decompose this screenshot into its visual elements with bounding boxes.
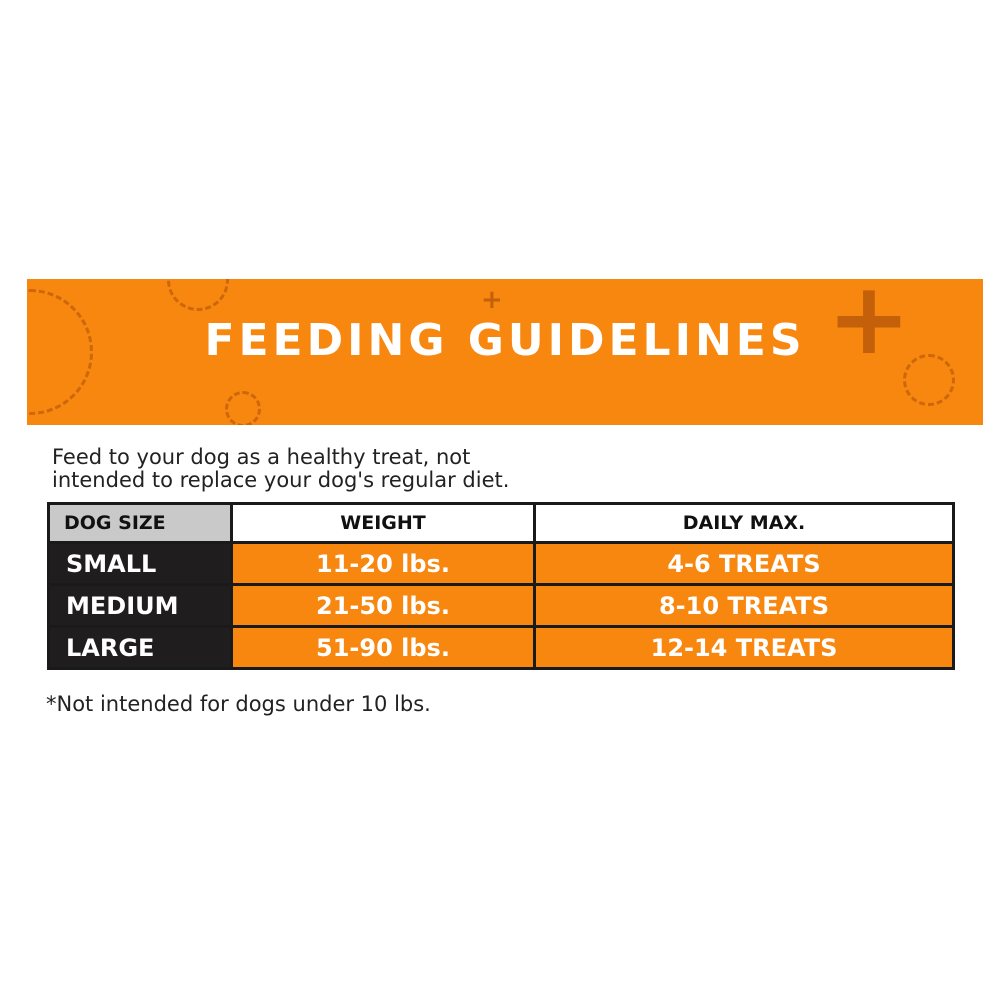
daily-max-cell: 8-10 TREATS [533,583,955,628]
header-daily-max: DAILY MAX. [533,502,955,544]
table-header-row: DOG SIZE WEIGHT DAILY MAX. [47,502,955,544]
header-weight: WEIGHT [230,502,536,544]
weight-cell: 51-90 lbs. [230,625,536,670]
plus-icon: + [827,279,911,377]
dashed-circle-decoration [225,391,261,425]
feeding-table: DOG SIZE WEIGHT DAILY MAX. SMALL 11-20 l… [47,502,955,670]
plus-icon: + [481,285,503,315]
daily-max-cell: 12-14 TREATS [533,625,955,670]
daily-max-cell: 4-6 TREATS [533,541,955,586]
weight-cell: 21-50 lbs. [230,583,536,628]
page-title: FEEDING GUIDELINES [204,315,806,366]
table-row: LARGE 51-90 lbs. 12-14 TREATS [47,625,955,670]
weight-cell: 11-20 lbs. [230,541,536,586]
dashed-circle-decoration [167,279,229,311]
dog-size-cell: MEDIUM [47,583,233,628]
dog-size-cell: LARGE [47,625,233,670]
dog-size-cell: SMALL [47,541,233,586]
intro-text: Feed to your dog as a healthy treat, not… [52,445,510,492]
header-dog-size: DOG SIZE [47,502,233,544]
table-row: MEDIUM 21-50 lbs. 8-10 TREATS [47,583,955,628]
footnote: *Not intended for dogs under 10 lbs. [46,692,431,716]
feeding-guidelines-banner: + + FEEDING GUIDELINES [27,279,983,425]
dashed-circle-decoration [903,354,955,406]
table-row: SMALL 11-20 lbs. 4-6 TREATS [47,541,955,586]
